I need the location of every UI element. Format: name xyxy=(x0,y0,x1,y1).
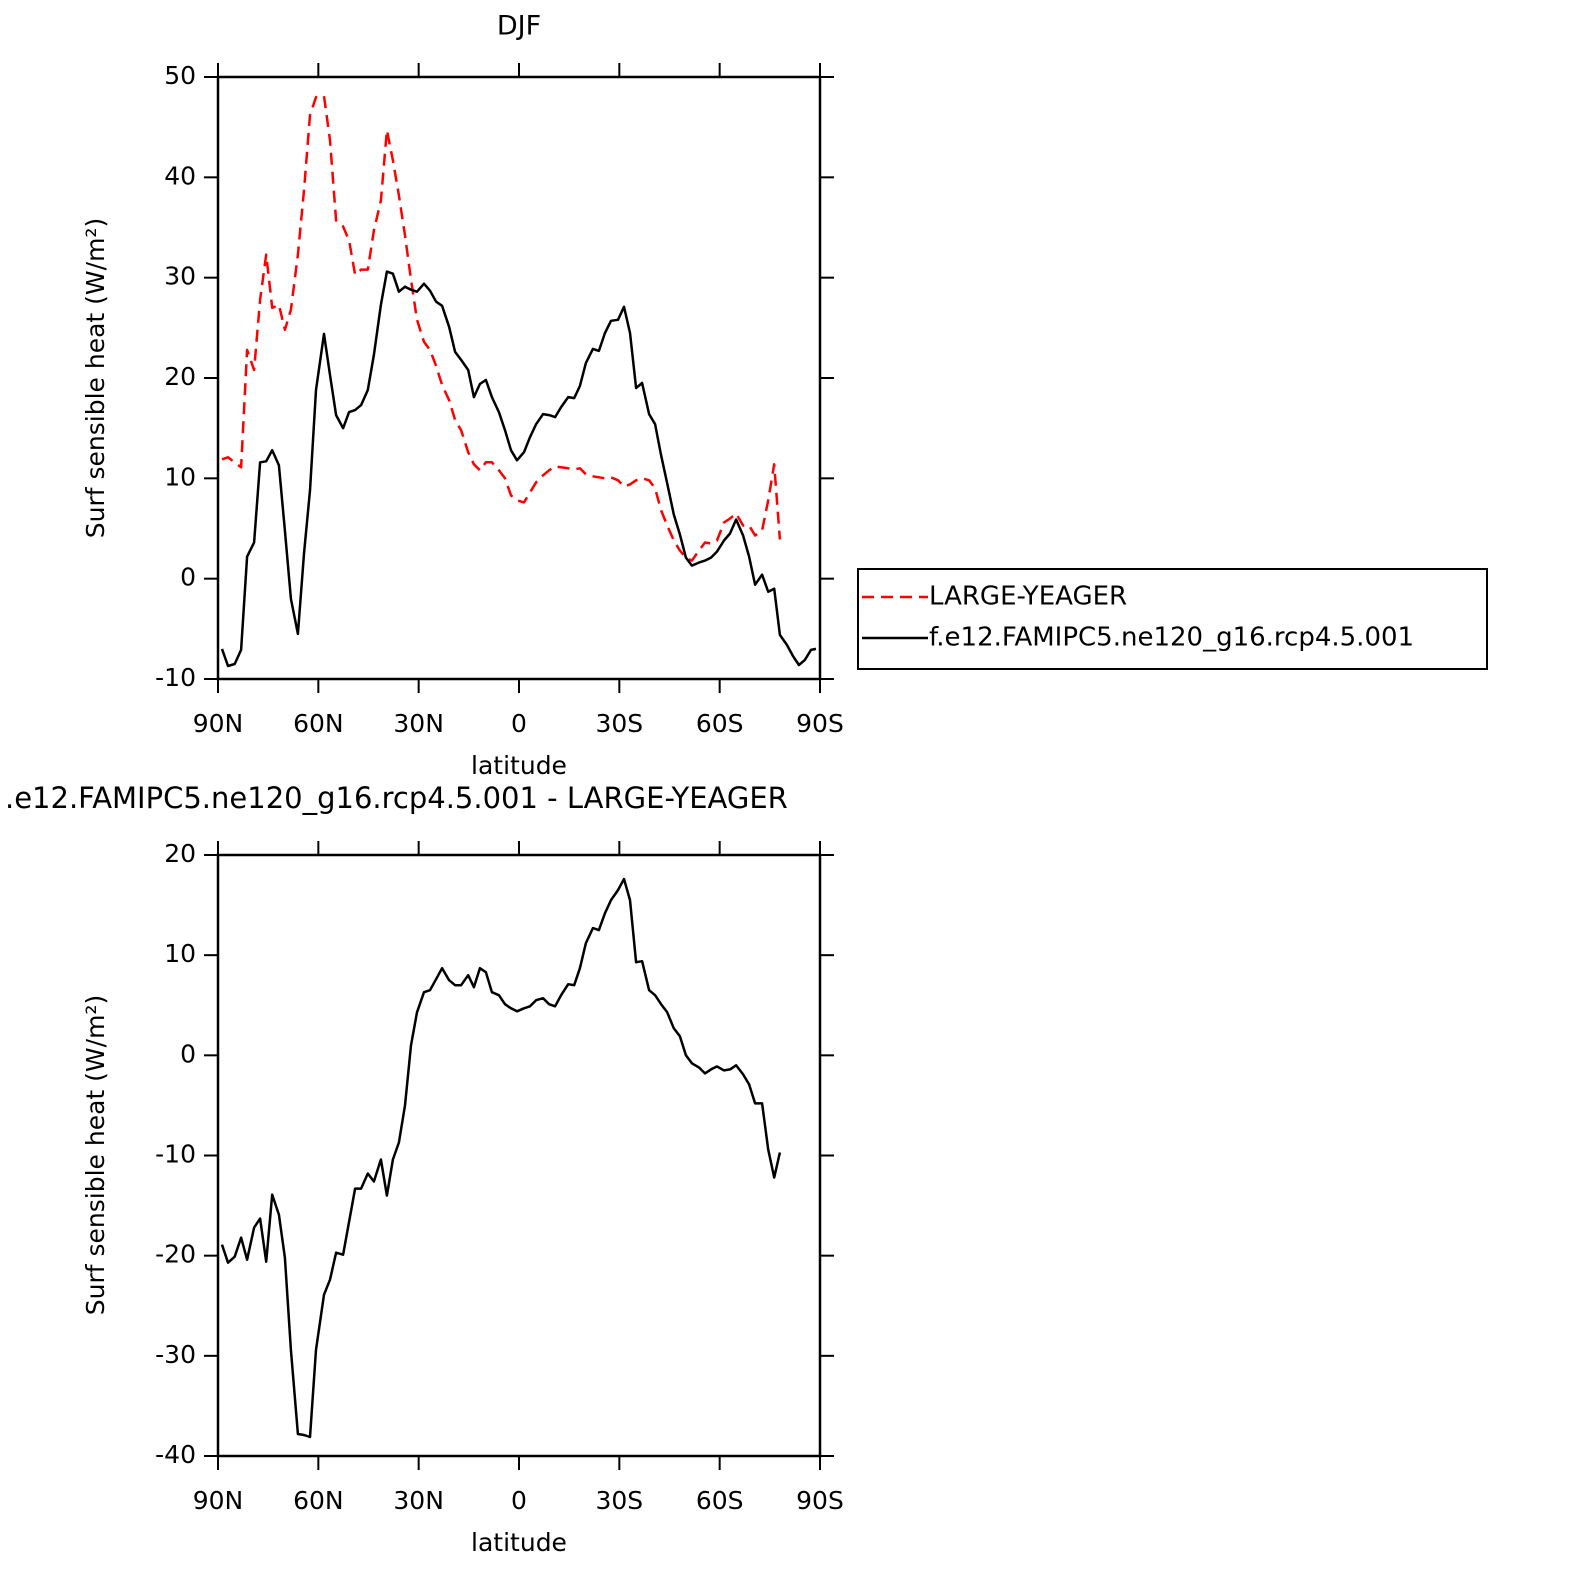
y-tick-label: 20 xyxy=(164,362,196,391)
chart-title: DJF xyxy=(497,11,541,42)
x-tick-label: 0 xyxy=(511,709,527,738)
legend-label: LARGE-YEAGER xyxy=(929,582,1127,612)
x-axis-label: latitude xyxy=(471,1528,567,1557)
x-tick-label: 60N xyxy=(293,1486,344,1515)
y-tick-label: 10 xyxy=(164,462,196,491)
plot-frame xyxy=(216,853,822,1458)
x-tick-label: 90N xyxy=(193,1486,244,1515)
y-tick-label: 40 xyxy=(164,161,196,190)
chart-title: .e12.FAMIPC5.ne120_g16.rcp4.5.001 - LARG… xyxy=(5,781,788,815)
y-tick-label: 10 xyxy=(164,939,196,968)
x-tick-label: 60N xyxy=(293,709,344,738)
x-tick-label: 30S xyxy=(595,709,643,738)
x-tick-label: 0 xyxy=(511,1486,527,1515)
y-tick-label: -40 xyxy=(155,1440,196,1469)
y-tick-label: -10 xyxy=(155,1140,196,1169)
y-tick-label: 30 xyxy=(164,262,196,291)
y-tick-label: 0 xyxy=(180,563,196,592)
x-axis-label: latitude xyxy=(471,751,567,780)
legend-box xyxy=(857,568,1488,670)
x-tick-label: 90S xyxy=(796,1486,844,1515)
y-axis-label: Surf sensible heat (W/m²) xyxy=(81,995,110,1315)
x-tick-label: 90S xyxy=(796,709,844,738)
x-tick-label: 60S xyxy=(696,1486,744,1515)
y-tick-label: 50 xyxy=(164,61,196,90)
plot-frame xyxy=(216,75,822,681)
y-tick-label: -30 xyxy=(155,1340,196,1369)
y-tick-label: 0 xyxy=(180,1039,196,1068)
data-line xyxy=(221,94,782,562)
x-tick-label: 90N xyxy=(193,709,244,738)
legend-label: f.e12.FAMIPC5.ne120_g16.rcp4.5.001 xyxy=(929,623,1414,653)
y-tick-label: -20 xyxy=(155,1240,196,1269)
x-tick-label: 60S xyxy=(696,709,744,738)
y-tick-label: 20 xyxy=(164,839,196,868)
y-axis-label: Surf sensible heat (W/m²) xyxy=(81,218,110,538)
data-line xyxy=(220,270,817,668)
x-tick-label: 30S xyxy=(595,1486,643,1515)
data-line xyxy=(220,877,782,1439)
x-tick-label: 30N xyxy=(393,1486,444,1515)
x-tick-label: 30N xyxy=(393,709,444,738)
y-tick-label: -10 xyxy=(155,663,196,692)
